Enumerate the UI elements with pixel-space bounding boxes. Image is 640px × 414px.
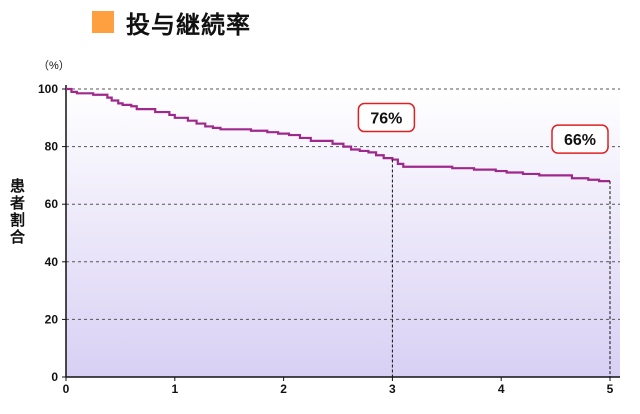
x-tick-label-4: 4 (498, 382, 505, 396)
annotation-callout-label-0: 76% (370, 111, 402, 128)
y-axis-label: 患者割合 (8, 178, 26, 246)
annotation-callout-label-1: 66% (564, 132, 596, 149)
y-tick-label-0: 0 (51, 370, 58, 384)
annotation-callout-box-0 (357, 102, 416, 133)
chart-title: 投与継続率 (126, 10, 251, 39)
chart-title-row: 投与継続率 (92, 4, 251, 40)
annotation-callout-box-1 (551, 124, 609, 154)
x-tick-label-5: 5 (607, 382, 614, 396)
x-tick-label-2: 2 (280, 382, 287, 396)
y-tick-label-80: 80 (45, 140, 59, 154)
series-line-0 (66, 87, 610, 183)
title-bullet-square (92, 11, 114, 33)
y-tick-label-60: 60 (45, 197, 59, 211)
y-tick-label-100: 100 (38, 82, 58, 96)
x-tick-label-1: 1 (171, 382, 178, 396)
x-tick-label-0: 0 (63, 382, 70, 396)
x-tick-label-3: 3 (389, 382, 396, 396)
y-tick-label-40: 40 (45, 255, 59, 269)
y-unit-label: （%） (38, 59, 70, 72)
y-tick-label-20: 20 (45, 312, 59, 326)
plot-background (66, 87, 620, 377)
